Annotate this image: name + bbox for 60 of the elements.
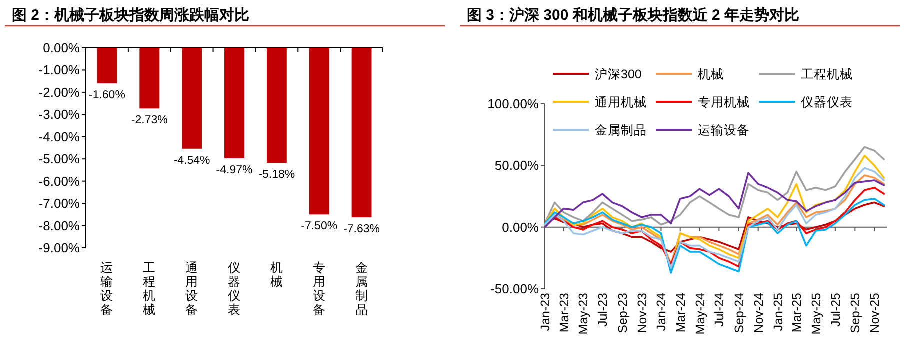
x-tick-label: 机械	[270, 261, 284, 289]
x-tick-label: May-23	[576, 292, 591, 335]
legend-label: 沪深300	[595, 66, 642, 82]
x-tick-label: Sep-24	[732, 292, 746, 334]
line-series	[544, 172, 886, 228]
y-tick-label: -5.00%	[38, 152, 80, 167]
x-tick-label: May-24	[693, 292, 708, 335]
y-tick-label: -9.00%	[38, 240, 80, 256]
legend-label: 机械	[698, 68, 724, 82]
x-tick-label: 金属制品	[355, 261, 368, 317]
y-tick-label: -8.00%	[38, 218, 80, 234]
legend-label: 工程机械	[801, 68, 853, 82]
x-tick-label: Mar-25	[790, 292, 804, 333]
x-tick-label: Mar-24	[674, 292, 688, 333]
x-tick-label: Jul-25	[828, 292, 843, 328]
x-tick-label: Sep-25	[848, 292, 863, 334]
data-label: -1.60%	[88, 90, 126, 102]
x-tick-label: 工程机械	[143, 261, 156, 317]
x-tick-label: Jul-24	[712, 292, 727, 328]
y-tick-label: -50.00%	[490, 282, 540, 296]
x-tick-label: 通用设备	[186, 261, 199, 317]
x-tick-label: Jul-23	[596, 292, 610, 328]
y-tick-label: -6.00%	[38, 174, 80, 189]
legend-label: 专用机械	[698, 96, 750, 110]
data-label: -7.63%	[344, 224, 380, 236]
x-tick-label: Jan-25	[771, 292, 786, 332]
legend-label: 仪器仪表	[801, 96, 853, 110]
x-tick-label: Sep-23	[616, 292, 630, 334]
legend-label: 运输设备	[698, 124, 750, 138]
data-label: -4.97%	[216, 164, 253, 176]
data-label: -5.18%	[258, 169, 296, 182]
data-label: -2.73%	[131, 114, 168, 127]
y-tick-label: -3.00%	[38, 107, 80, 122]
legend-label: 金属制品	[595, 124, 647, 138]
x-tick-label: May-25	[809, 292, 824, 335]
y-tick-label: 50.00%	[494, 158, 540, 174]
y-tick-label: -1.00%	[38, 62, 80, 78]
y-tick-label: 100.00%	[488, 96, 540, 112]
y-tick-label: 0.00%	[43, 40, 80, 56]
x-tick-label: Mar-23	[557, 292, 572, 333]
x-tick-label: Nov-24	[752, 292, 766, 334]
x-tick-label: 专用设备	[312, 261, 326, 317]
line-series	[544, 198, 886, 274]
line-series	[544, 146, 886, 226]
y-tick-label: -7.00%	[38, 196, 80, 212]
line-series	[544, 186, 886, 268]
x-tick-label: 仪器仪表	[228, 261, 241, 317]
data-label: -4.54%	[174, 154, 210, 167]
x-tick-label: Nov-23	[635, 292, 650, 334]
x-tick-label: Nov-25	[868, 292, 882, 334]
y-tick-label: -2.00%	[38, 84, 80, 100]
x-tick-label: Jan-23	[538, 292, 552, 332]
chart-title: 图 3：沪深 300 和机械子板块指数近 2 年走势对比	[467, 6, 800, 24]
chart-title: 图 2：机械子板块指数周涨跌幅对比	[12, 7, 250, 24]
y-tick-label: -4.00%	[38, 129, 80, 144]
data-label: -7.50%	[301, 220, 338, 233]
x-tick-label: Jan-24	[654, 292, 669, 332]
x-tick-label: 运输设备	[100, 261, 114, 317]
y-tick-label: 0.00%	[502, 220, 540, 235]
legend-label: 通用机械	[595, 96, 647, 110]
